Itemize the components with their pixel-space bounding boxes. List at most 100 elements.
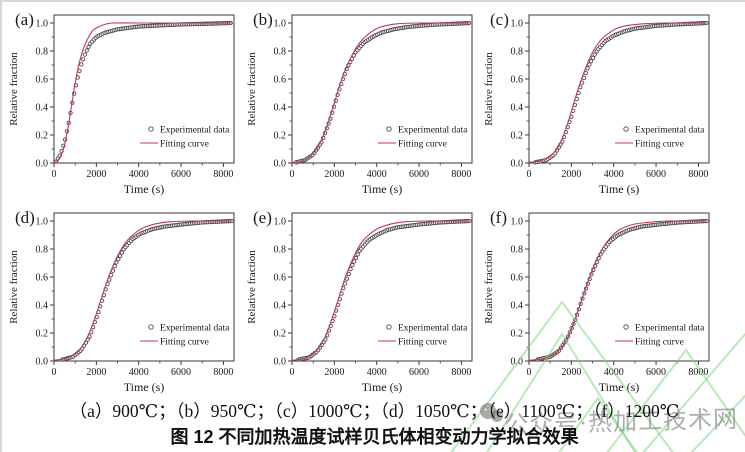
subplot-e: (e) 0 2000 4000 6000 8000 0.0 0.2 0.4 0.6 0.8 1.0 T… (242, 201, 487, 398)
svg-text:Relative fraction: Relative fraction (8, 250, 20, 324)
svg-text:Experimental data: Experimental data (635, 126, 705, 136)
svg-text:Relative fraction: Relative fraction (483, 52, 495, 126)
chart-f: 0 2000 4000 6000 8000 0.0 0.2 0.4 0.6 0.8 1.0 Time … (483, 212, 710, 394)
chart-b: 0 2000 4000 6000 8000 0.0 0.2 0.4 0.6 0.8 1.0 Time … (246, 14, 473, 196)
svg-text:Relative fraction: Relative fraction (246, 250, 258, 324)
svg-text:Time (s): Time (s) (362, 182, 403, 196)
svg-text:0.4: 0.4 (36, 301, 49, 312)
subplot-label: (b) (253, 10, 273, 29)
svg-text:6000: 6000 (646, 367, 666, 378)
subplot-label: (a) (15, 10, 34, 29)
figure-subcaption: （a）900℃；（b）950℃；（c）1000℃；（d）1050℃；（e）110… (69, 401, 680, 421)
svg-text:Experimental data: Experimental data (398, 126, 468, 136)
subplot-label: (d) (15, 208, 35, 227)
svg-text:0: 0 (290, 367, 295, 378)
svg-text:Fitting curve: Fitting curve (398, 140, 447, 150)
svg-text:2000: 2000 (86, 367, 106, 378)
svg-text:Experimental data: Experimental data (398, 324, 468, 334)
svg-text:Fitting curve: Fitting curve (160, 338, 209, 348)
svg-text:4000: 4000 (129, 367, 149, 378)
svg-text:Experimental data: Experimental data (635, 324, 705, 334)
svg-text:4000: 4000 (604, 367, 624, 378)
svg-text:Fitting curve: Fitting curve (160, 140, 209, 150)
svg-text:0: 0 (52, 169, 57, 180)
svg-text:0: 0 (527, 367, 532, 378)
svg-text:6000: 6000 (646, 169, 666, 180)
subplot-d: (d) 0 2000 4000 6000 8000 0.0 0.2 0.4 0.6 0.8 1.0 T… (4, 201, 249, 398)
svg-text:6000: 6000 (409, 169, 429, 180)
svg-text:0.6: 0.6 (36, 273, 49, 284)
svg-text:Relative fraction: Relative fraction (8, 52, 20, 126)
svg-text:0.6: 0.6 (36, 75, 49, 86)
subplot-a: (a) 0 2000 4000 6000 8000 0.0 0.2 0.4 0.6 0.8 1.0 T… (4, 3, 249, 200)
svg-text:Fitting curve: Fitting curve (398, 338, 447, 348)
svg-text:0.2: 0.2 (511, 131, 524, 142)
wechat-icon (480, 403, 503, 422)
chart-c: 0 2000 4000 6000 8000 0.0 0.2 0.4 0.6 0.8 1.0 Time … (483, 14, 710, 196)
svg-text:0.2: 0.2 (511, 329, 524, 340)
svg-text:Time (s): Time (s) (124, 182, 165, 196)
svg-text:0: 0 (290, 169, 295, 180)
svg-text:0.4: 0.4 (511, 103, 524, 114)
svg-text:8000: 8000 (213, 367, 233, 378)
svg-text:0: 0 (527, 169, 532, 180)
chart-a: 0 2000 4000 6000 8000 0.0 0.2 0.4 0.6 0.8 1.0 Time … (8, 14, 235, 196)
svg-text:0.4: 0.4 (274, 103, 287, 114)
svg-text:Fitting curve: Fitting curve (635, 140, 684, 150)
svg-text:2000: 2000 (86, 169, 106, 180)
svg-text:0.4: 0.4 (274, 301, 287, 312)
svg-text:4000: 4000 (367, 169, 387, 180)
svg-text:Fitting curve: Fitting curve (635, 338, 684, 348)
svg-text:0.4: 0.4 (511, 301, 524, 312)
svg-text:Experimental data: Experimental data (160, 324, 230, 334)
svg-text:0.0: 0.0 (36, 357, 49, 368)
svg-text:0.6: 0.6 (274, 75, 287, 86)
chart-d: 0 2000 4000 6000 8000 0.0 0.2 0.4 0.6 0.8 1.0 Time … (8, 212, 235, 394)
svg-text:0.0: 0.0 (511, 357, 524, 368)
subplot-b: (b) 0 2000 4000 6000 8000 0.0 0.2 0.4 0.6 0.8 1.0 T… (242, 3, 487, 200)
svg-text:0.0: 0.0 (36, 159, 49, 170)
svg-text:0.6: 0.6 (511, 75, 524, 86)
svg-text:2000: 2000 (561, 169, 581, 180)
svg-text:6000: 6000 (409, 367, 429, 378)
svg-text:0.0: 0.0 (274, 159, 287, 170)
svg-text:Time (s): Time (s) (124, 380, 165, 394)
svg-text:8000: 8000 (451, 367, 471, 378)
subplot-label: (e) (253, 208, 272, 227)
svg-text:0: 0 (52, 367, 57, 378)
figure-caption: 图 12 不同加热温度试样贝氏体相变动力学拟合效果 (170, 427, 579, 447)
svg-text:0.6: 0.6 (274, 273, 287, 284)
svg-text:0.6: 0.6 (511, 273, 524, 284)
subplot-f: (f) 0 2000 4000 6000 8000 0.0 0.2 0.4 0.6 0.8 1.0 T… (479, 201, 724, 398)
svg-text:0.8: 0.8 (36, 245, 49, 256)
svg-text:0.2: 0.2 (274, 131, 287, 142)
svg-text:0.8: 0.8 (274, 47, 287, 58)
svg-text:0.8: 0.8 (511, 245, 524, 256)
svg-text:0.0: 0.0 (274, 357, 287, 368)
svg-text:0.8: 0.8 (36, 47, 49, 58)
svg-text:2000: 2000 (324, 169, 344, 180)
subplot-c: (c) 0 2000 4000 6000 8000 0.0 0.2 0.4 0.6 0.8 1.0 T… (479, 3, 724, 200)
svg-text:1.0: 1.0 (36, 217, 49, 228)
svg-text:1.0: 1.0 (274, 217, 287, 228)
subplot-label: (f) (490, 208, 507, 227)
svg-text:0.8: 0.8 (274, 245, 287, 256)
svg-text:0.2: 0.2 (36, 329, 49, 340)
svg-text:Time (s): Time (s) (362, 380, 403, 394)
svg-text:1.0: 1.0 (511, 217, 524, 228)
svg-text:0.4: 0.4 (36, 103, 49, 114)
svg-text:6000: 6000 (171, 169, 191, 180)
svg-text:0.2: 0.2 (274, 329, 287, 340)
svg-text:0.2: 0.2 (36, 131, 49, 142)
svg-text:1.0: 1.0 (511, 19, 524, 30)
svg-text:Time (s): Time (s) (599, 380, 640, 394)
svg-text:2000: 2000 (561, 367, 581, 378)
svg-text:0.0: 0.0 (511, 159, 524, 170)
subplot-label: (c) (490, 10, 509, 29)
svg-text:0.8: 0.8 (511, 47, 524, 58)
svg-text:8000: 8000 (213, 169, 233, 180)
svg-text:Experimental data: Experimental data (160, 126, 230, 136)
svg-text:Relative fraction: Relative fraction (246, 52, 258, 126)
svg-text:Time (s): Time (s) (599, 182, 640, 196)
